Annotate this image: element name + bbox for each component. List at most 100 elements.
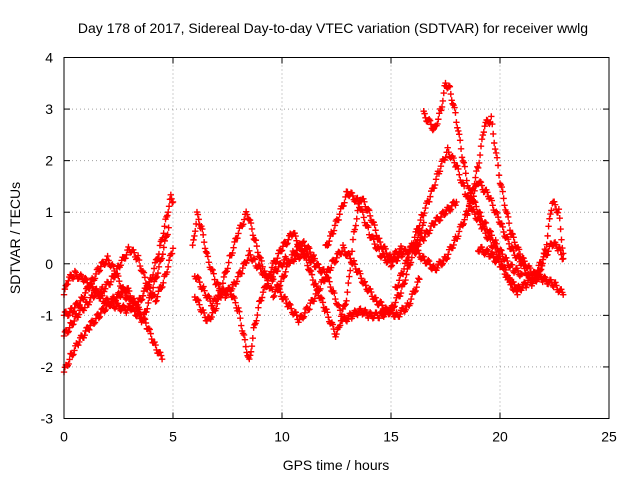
data-point bbox=[425, 257, 433, 265]
data-point bbox=[300, 313, 308, 320]
data-point bbox=[372, 294, 379, 301]
data-point bbox=[481, 219, 489, 226]
data-point bbox=[354, 194, 361, 202]
data-point bbox=[189, 242, 196, 249]
data-point bbox=[280, 273, 288, 281]
data-point bbox=[164, 231, 171, 238]
data-point bbox=[237, 314, 244, 322]
data-point bbox=[480, 128, 488, 136]
data-layer bbox=[60, 79, 567, 376]
data-point bbox=[301, 309, 309, 317]
data-point bbox=[493, 154, 501, 161]
data-point bbox=[239, 264, 246, 272]
data-point bbox=[274, 267, 281, 275]
data-point bbox=[431, 221, 438, 228]
y-tick-label: 4 bbox=[45, 50, 53, 66]
y-tick-label: -3 bbox=[41, 411, 54, 427]
data-point bbox=[377, 299, 385, 306]
data-point bbox=[251, 256, 259, 263]
data-point bbox=[69, 352, 76, 359]
plot-frame bbox=[63, 57, 610, 419]
data-point bbox=[75, 311, 83, 318]
data-point bbox=[415, 247, 422, 254]
data-point bbox=[165, 224, 172, 231]
data-point bbox=[332, 295, 339, 303]
data-series-track-10 bbox=[289, 219, 427, 325]
data-series-track-7 bbox=[191, 208, 318, 309]
data-point bbox=[243, 211, 251, 218]
data-point bbox=[365, 205, 372, 213]
data-point bbox=[82, 274, 89, 282]
data-point bbox=[367, 310, 375, 317]
data-point bbox=[509, 230, 516, 238]
tick-layer: -3 -2 -1 0 1 2 3 4 0 5 10 15 20 25 bbox=[41, 50, 617, 445]
data-point bbox=[475, 164, 482, 172]
data-point bbox=[395, 254, 402, 262]
data-point bbox=[234, 273, 242, 280]
data-point bbox=[64, 281, 71, 288]
data-point bbox=[371, 221, 378, 229]
data-point bbox=[437, 107, 445, 114]
data-point bbox=[488, 113, 495, 120]
data-point bbox=[91, 293, 98, 300]
data-point bbox=[375, 245, 383, 253]
data-point bbox=[482, 219, 490, 227]
data-point bbox=[253, 317, 260, 324]
data-point bbox=[456, 131, 463, 138]
data-point bbox=[95, 268, 103, 275]
data-point bbox=[442, 210, 449, 217]
data-point bbox=[355, 199, 362, 207]
data-point bbox=[459, 179, 467, 187]
data-point bbox=[272, 259, 279, 266]
data-point bbox=[138, 297, 145, 304]
data-point bbox=[445, 82, 453, 89]
data-point bbox=[90, 320, 98, 328]
data-point bbox=[205, 259, 213, 266]
data-point bbox=[415, 250, 423, 257]
data-point bbox=[391, 303, 398, 310]
data-point bbox=[130, 246, 137, 254]
data-point bbox=[495, 172, 503, 179]
data-point bbox=[71, 347, 78, 354]
x-tick-label: 10 bbox=[274, 429, 290, 445]
data-point bbox=[240, 331, 248, 339]
data-point bbox=[365, 224, 372, 231]
data-point bbox=[415, 225, 422, 232]
data-point bbox=[201, 287, 208, 294]
data-point bbox=[481, 122, 488, 130]
data-point bbox=[449, 244, 456, 252]
data-point bbox=[495, 258, 503, 266]
data-point bbox=[375, 235, 383, 242]
data-point bbox=[311, 295, 319, 302]
data-point bbox=[528, 277, 536, 284]
data-point bbox=[246, 247, 253, 255]
data-point bbox=[145, 299, 152, 307]
data-point bbox=[326, 278, 333, 285]
data-point bbox=[195, 297, 202, 304]
data-point bbox=[452, 202, 459, 209]
data-point bbox=[452, 109, 459, 116]
data-point bbox=[430, 184, 438, 192]
data-point bbox=[306, 245, 313, 252]
data-point bbox=[504, 210, 511, 217]
data-point bbox=[218, 285, 226, 293]
data-point bbox=[215, 281, 222, 288]
data-point bbox=[276, 285, 283, 293]
data-point bbox=[70, 273, 78, 281]
data-point bbox=[254, 249, 261, 256]
data-point bbox=[285, 236, 292, 243]
data-point bbox=[306, 306, 313, 313]
data-point bbox=[85, 284, 92, 292]
data-point bbox=[505, 240, 513, 247]
data-point bbox=[157, 349, 164, 356]
data-point bbox=[248, 343, 256, 350]
data-point bbox=[235, 304, 242, 312]
data-point bbox=[206, 293, 213, 301]
data-point bbox=[255, 304, 262, 311]
y-tick-label: -1 bbox=[41, 307, 54, 323]
data-point bbox=[65, 360, 72, 368]
data-point bbox=[233, 278, 241, 285]
data-point bbox=[299, 248, 307, 255]
data-point bbox=[382, 245, 389, 253]
data-point bbox=[557, 246, 564, 254]
